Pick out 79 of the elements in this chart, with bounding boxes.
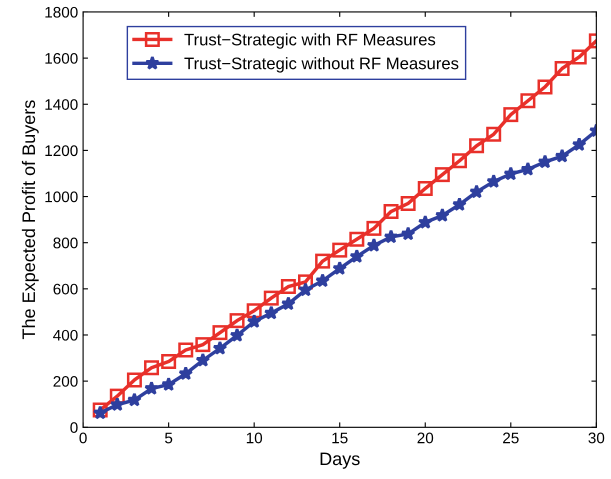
point: [110, 397, 125, 412]
point: [486, 174, 502, 188]
y-tick-label: 0: [70, 422, 78, 433]
y-tick-label: 200: [54, 376, 78, 387]
point: [349, 248, 364, 263]
x-axis-title: Days: [320, 452, 360, 469]
y-tick-label: 1200: [45, 145, 78, 156]
point: [469, 184, 484, 198]
point: [126, 372, 142, 388]
y-tick-label: 600: [54, 284, 78, 295]
legend-label: Trust−Strategic without RF Measures: [184, 57, 458, 73]
y-tick-label: 1600: [45, 52, 78, 64]
y-axis-title: The Expected Profit of Buyers: [22, 100, 39, 340]
point: [538, 154, 552, 168]
point: [92, 402, 108, 418]
point: [452, 153, 467, 168]
point: [178, 342, 194, 358]
point: [230, 313, 245, 328]
point: [332, 260, 348, 275]
point: [196, 352, 210, 367]
y-tick-label: 800: [53, 238, 78, 248]
point: [281, 296, 296, 310]
point: [264, 305, 279, 320]
point: [503, 107, 518, 122]
point: [384, 204, 399, 220]
y-tick-label: 400: [53, 330, 78, 341]
point: [144, 380, 159, 395]
point: [418, 214, 433, 229]
point: [554, 61, 570, 76]
point: [230, 328, 244, 342]
point: [264, 290, 279, 306]
point: [418, 180, 433, 196]
point: [572, 136, 587, 152]
point: [315, 254, 330, 269]
point: [503, 166, 518, 180]
legend-label: Trust−Strategic with RF Measures: [184, 33, 436, 49]
point: [195, 337, 210, 352]
point: [161, 354, 176, 370]
point: [400, 226, 416, 240]
x-tick-label: 25: [503, 432, 519, 444]
x-tick-label: 20: [418, 432, 434, 444]
point: [92, 405, 108, 420]
point: [246, 314, 262, 328]
point: [127, 392, 142, 406]
x-tick-label: 15: [332, 432, 348, 444]
point: [110, 388, 125, 404]
point: [452, 196, 467, 212]
point: [554, 148, 570, 163]
point: [400, 196, 416, 211]
x-tick-label: 5: [165, 432, 172, 444]
point: [161, 376, 176, 392]
point: [178, 366, 194, 380]
point: [246, 303, 262, 318]
point: [298, 282, 313, 296]
point: [469, 138, 484, 154]
point: [315, 273, 330, 288]
y-tick-label: 1000: [45, 191, 78, 202]
point: [384, 229, 398, 244]
point: [486, 126, 502, 142]
y-tick-label: 1800: [45, 6, 78, 18]
point: [349, 232, 364, 247]
point: [144, 360, 160, 376]
point: [366, 220, 382, 236]
point: [280, 279, 296, 294]
point: [332, 242, 348, 258]
point: [572, 49, 587, 64]
x-tick-label: 30: [588, 432, 604, 444]
point: [434, 167, 450, 182]
point: [520, 93, 536, 108]
x-tick-label: 10: [246, 432, 262, 444]
point: [212, 325, 228, 340]
x-tick-label: 0: [79, 432, 87, 444]
point: [435, 208, 450, 222]
point: [366, 238, 382, 252]
point: [538, 79, 553, 94]
point: [212, 340, 228, 355]
point: [520, 162, 536, 176]
y-tick-label: 1400: [45, 99, 78, 110]
point: [298, 274, 313, 290]
